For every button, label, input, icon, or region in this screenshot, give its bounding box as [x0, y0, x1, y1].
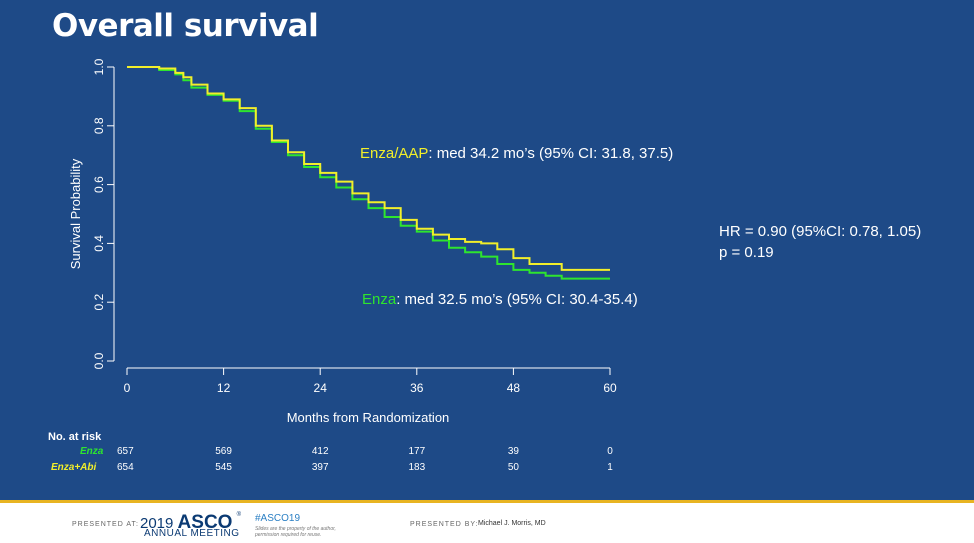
annual-meeting-label: ANNUAL MEETING — [144, 528, 240, 539]
presented-by-label: PRESENTED BY: — [410, 521, 479, 528]
risk-row-label: Enza+Abi — [51, 462, 97, 473]
asco-logo: 2019 ASCO ® — [140, 512, 241, 534]
risk-value: 183 — [408, 462, 425, 473]
presented-at-label: PRESENTED AT: — [72, 521, 139, 528]
slide-background: Overall survival 0 12 24 36 48 60 0.0 0.2 0.4 0.6… — [0, 0, 974, 500]
x-tick-label: 48 — [507, 381, 521, 395]
risk-value: 1 — [607, 462, 613, 473]
risk-value: 39 — [508, 446, 520, 457]
risk-table: Enza 657 569 412 177 39 0 Enza+Abi 654 545 397 183 5… — [51, 446, 613, 473]
survival-curve-enza — [127, 66, 610, 280]
x-tick-label: 12 — [217, 381, 231, 395]
annotation-enza-aap-name: Enza/AAP — [360, 145, 428, 162]
asco-name: ASCO — [177, 512, 233, 533]
x-tick-label: 0 — [124, 381, 131, 395]
annotation-enza-name: Enza — [362, 291, 397, 308]
annotation-enza-aap-text: : med 34.2 mo’s (95% CI: 31.8, 37.5) — [428, 145, 673, 162]
footer: PRESENTED AT: 2019 ASCO ® ANNUAL MEETING… — [0, 503, 974, 543]
risk-row-label: Enza — [80, 446, 104, 457]
risk-value: 654 — [117, 462, 134, 473]
y-tick-label: 0.6 — [92, 176, 106, 193]
risk-value: 657 — [117, 446, 134, 457]
y-axis-label: Survival Probability — [68, 158, 83, 269]
footer-accent-bar — [0, 500, 974, 503]
x-axis-label: Months from Randomization — [287, 410, 450, 425]
y-tick-label: 1.0 — [92, 58, 106, 75]
x-tick-label: 24 — [314, 381, 328, 395]
risk-value: 397 — [312, 462, 329, 473]
y-tick-label: 0.8 — [92, 117, 106, 134]
p-value-text: p = 0.19 — [719, 244, 774, 261]
y-tick-label: 0.2 — [92, 294, 106, 311]
chart-ticks: 0 12 24 36 48 60 0.0 0.2 0.4 0.6 0.8 1.0 — [92, 58, 617, 395]
x-tick-label: 60 — [603, 381, 617, 395]
annotation-enza: Enza: med 32.5 mo’s (95% CI: 30.4-35.4) — [362, 291, 638, 308]
asco-trademark: ® — [236, 512, 242, 518]
hashtag: #ASCO19 — [255, 513, 301, 524]
hazard-ratio-text: HR = 0.90 (95%CI: 0.78, 1.05) — [719, 223, 921, 240]
chart-curves — [127, 66, 610, 280]
risk-table-header: No. at risk — [48, 431, 102, 443]
risk-value: 50 — [508, 462, 520, 473]
y-tick-label: 0.0 — [92, 352, 106, 369]
survival-curve-enza-aap — [127, 66, 610, 271]
survival-chart: 0 12 24 36 48 60 0.0 0.2 0.4 0.6 0.8 1.0 Survival P… — [48, 58, 921, 473]
asco-year: 2019 — [140, 515, 174, 532]
chart-axes — [113, 67, 610, 369]
risk-value: 177 — [408, 446, 425, 457]
risk-value: 569 — [215, 446, 232, 457]
risk-value: 412 — [312, 446, 329, 457]
annotation-enza-aap: Enza/AAP: med 34.2 mo’s (95% CI: 31.8, 3… — [360, 145, 673, 162]
permission-note: Slides are the property of the author, p… — [255, 526, 336, 538]
slide-title: Overall survival — [52, 8, 319, 44]
annotation-enza-text: : med 32.5 mo’s (95% CI: 30.4-35.4) — [396, 291, 638, 308]
presenter-name: Michael J. Morris, MD — [478, 520, 546, 527]
y-tick-label: 0.4 — [92, 235, 106, 252]
risk-value: 545 — [215, 462, 232, 473]
risk-value: 0 — [607, 446, 613, 457]
x-tick-label: 36 — [410, 381, 424, 395]
